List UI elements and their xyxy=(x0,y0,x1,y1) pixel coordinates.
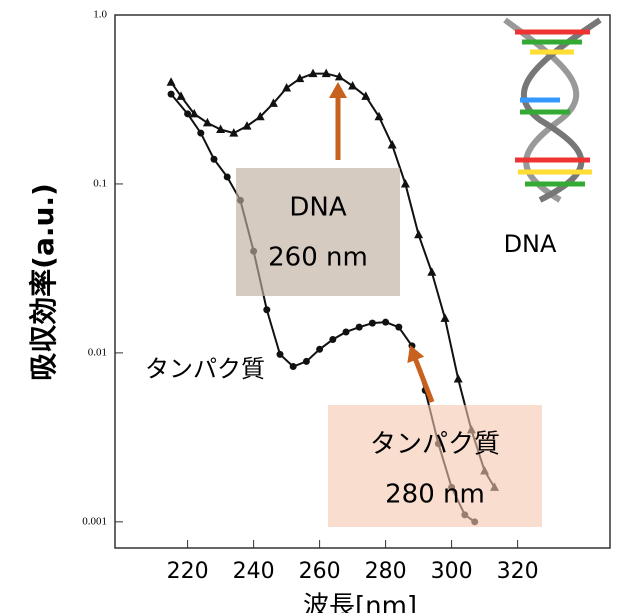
x-tick-label: 300 xyxy=(431,559,473,584)
annotation-text: タンパク質 xyxy=(370,430,500,460)
y-tick-label: 0.01 xyxy=(88,346,107,358)
marker xyxy=(290,363,297,370)
marker xyxy=(348,81,357,90)
marker xyxy=(343,328,350,335)
marker xyxy=(316,346,323,353)
marker xyxy=(388,140,397,149)
marker xyxy=(167,77,176,86)
x-tick-label: 240 xyxy=(233,559,275,584)
marker xyxy=(211,156,218,163)
x-tick-label: 320 xyxy=(497,559,539,584)
series-label: タンパク質 xyxy=(145,355,265,383)
chart: 吸収効率(a.u.) 波長[nm] 1.0 0.1 0.01 0.001 220 240 2… xyxy=(0,0,634,613)
marker xyxy=(224,173,231,180)
marker xyxy=(203,118,212,127)
marker xyxy=(356,324,363,331)
marker xyxy=(263,306,270,313)
marker xyxy=(277,351,284,358)
x-tick-label: 280 xyxy=(365,559,407,584)
marker xyxy=(197,130,204,137)
annotation-text: 280 nm xyxy=(385,480,485,510)
marker xyxy=(382,319,389,326)
marker xyxy=(369,320,376,327)
marker xyxy=(414,230,423,239)
marker xyxy=(282,83,291,92)
annotation-text: 260 nm xyxy=(268,243,368,273)
arrow-head xyxy=(329,82,347,98)
dna-icon xyxy=(505,20,600,200)
annotation-box xyxy=(236,168,400,296)
marker xyxy=(441,313,450,322)
marker xyxy=(243,121,252,130)
marker xyxy=(454,374,463,383)
x-tick-label: 220 xyxy=(167,559,209,584)
annotation-text: DNA xyxy=(289,193,346,223)
marker xyxy=(168,91,175,98)
marker xyxy=(395,324,402,331)
marker xyxy=(329,336,336,343)
y-tick-label: 0.001 xyxy=(82,515,107,527)
marker xyxy=(401,179,410,188)
marker xyxy=(427,267,436,276)
marker xyxy=(184,110,191,117)
y-tick-label: 0.1 xyxy=(93,177,107,189)
x-tick-label: 260 xyxy=(299,559,341,584)
y-tick-label: 1.0 xyxy=(93,9,107,21)
x-axis-label: 波長[nm] xyxy=(303,592,417,613)
series-label: DNA xyxy=(504,230,557,258)
marker xyxy=(303,358,310,365)
y-axis-label: 吸収効率(a.u.) xyxy=(27,183,60,381)
